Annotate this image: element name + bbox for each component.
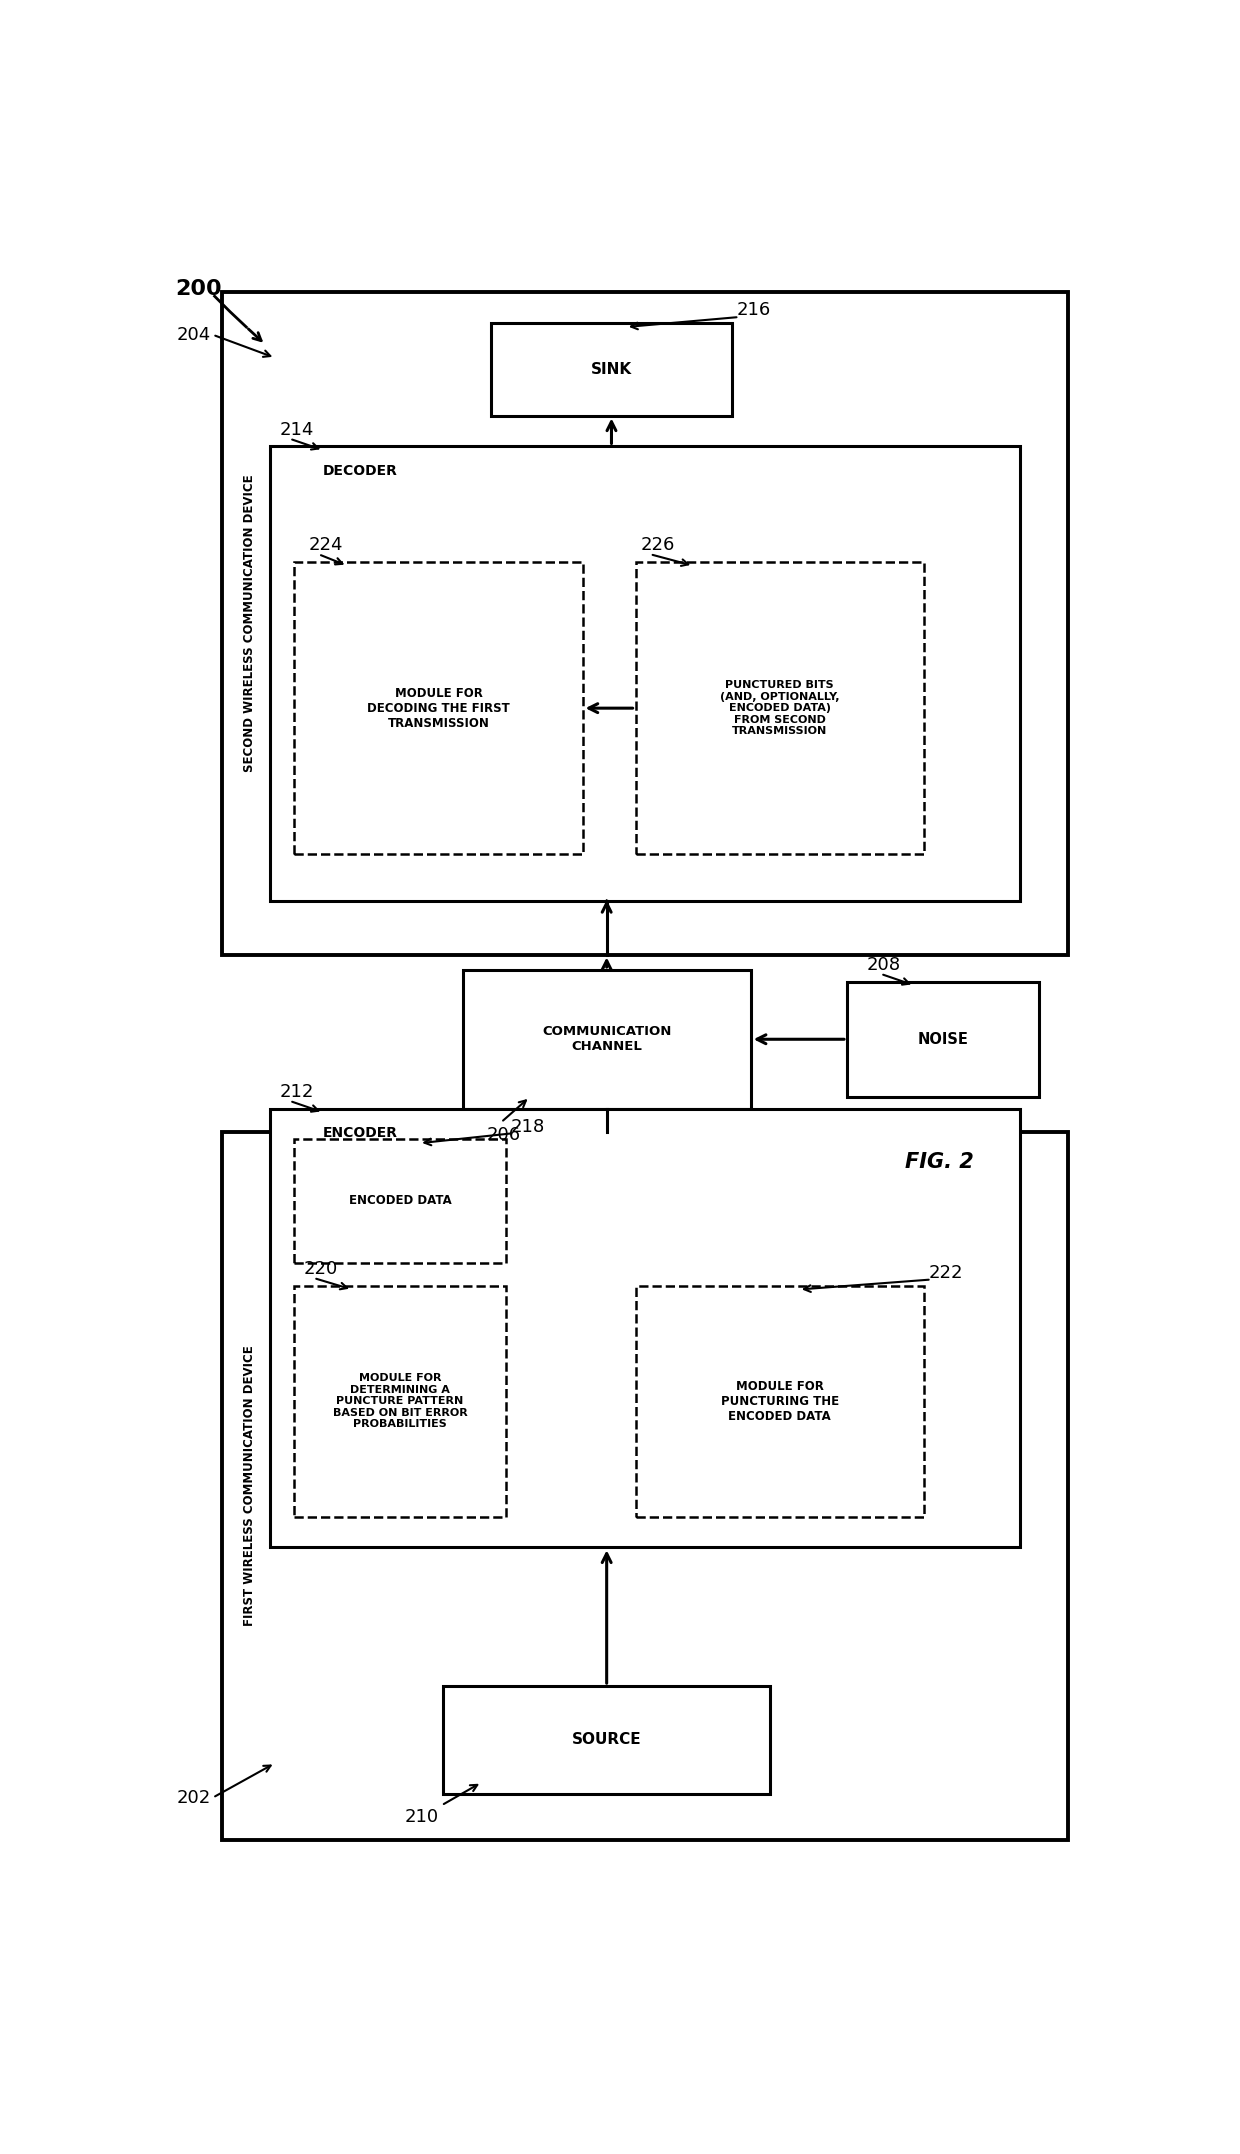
Bar xyxy=(444,1687,770,1794)
Text: 212: 212 xyxy=(280,1083,314,1101)
Text: 218: 218 xyxy=(511,1118,544,1135)
Text: 216: 216 xyxy=(737,302,770,319)
Bar xyxy=(635,562,924,855)
Text: 224: 224 xyxy=(309,536,343,554)
Text: FIG. 2: FIG. 2 xyxy=(905,1152,973,1172)
Text: SOURCE: SOURCE xyxy=(572,1732,641,1747)
Text: 200: 200 xyxy=(175,278,222,299)
Bar xyxy=(294,1286,506,1516)
Bar xyxy=(270,1109,1021,1547)
Text: DECODER: DECODER xyxy=(324,463,398,478)
Bar xyxy=(635,1286,924,1516)
Bar xyxy=(270,446,1021,900)
Bar xyxy=(222,293,1068,954)
Text: COMMUNICATION
CHANNEL: COMMUNICATION CHANNEL xyxy=(542,1025,671,1053)
Text: ENCODER: ENCODER xyxy=(324,1127,398,1139)
Text: 206: 206 xyxy=(486,1127,521,1144)
Text: 214: 214 xyxy=(280,420,314,439)
Text: MODULE FOR
DETERMINING A
PUNCTURE PATTERN
BASED ON BIT ERROR
PROBABILITIES: MODULE FOR DETERMINING A PUNCTURE PATTER… xyxy=(332,1372,467,1430)
Text: FIRST WIRELESS COMMUNICATION DEVICE: FIRST WIRELESS COMMUNICATION DEVICE xyxy=(243,1346,255,1626)
Text: 202: 202 xyxy=(176,1788,211,1807)
Bar xyxy=(222,1131,1068,1840)
Text: 222: 222 xyxy=(929,1264,963,1282)
Text: MODULE FOR
DECODING THE FIRST
TRANSMISSION: MODULE FOR DECODING THE FIRST TRANSMISSI… xyxy=(367,687,510,730)
Text: 204: 204 xyxy=(176,325,211,345)
Bar xyxy=(294,1139,506,1262)
Bar xyxy=(463,969,751,1109)
Text: NOISE: NOISE xyxy=(918,1032,968,1047)
Text: 208: 208 xyxy=(867,956,900,974)
Bar xyxy=(491,323,732,416)
Text: 226: 226 xyxy=(640,536,675,554)
Text: 210: 210 xyxy=(404,1807,439,1827)
Text: 220: 220 xyxy=(304,1260,339,1277)
Text: PUNCTURED BITS
(AND, OPTIONALLY,
ENCODED DATA)
FROM SECOND
TRANSMISSION: PUNCTURED BITS (AND, OPTIONALLY, ENCODED… xyxy=(720,681,839,737)
Text: MODULE FOR
PUNCTURING THE
ENCODED DATA: MODULE FOR PUNCTURING THE ENCODED DATA xyxy=(720,1381,838,1422)
Text: SINK: SINK xyxy=(591,362,632,377)
Bar xyxy=(294,562,583,855)
Text: SECOND WIRELESS COMMUNICATION DEVICE: SECOND WIRELESS COMMUNICATION DEVICE xyxy=(243,474,255,773)
Text: ENCODED DATA: ENCODED DATA xyxy=(348,1195,451,1208)
Bar xyxy=(847,982,1039,1096)
